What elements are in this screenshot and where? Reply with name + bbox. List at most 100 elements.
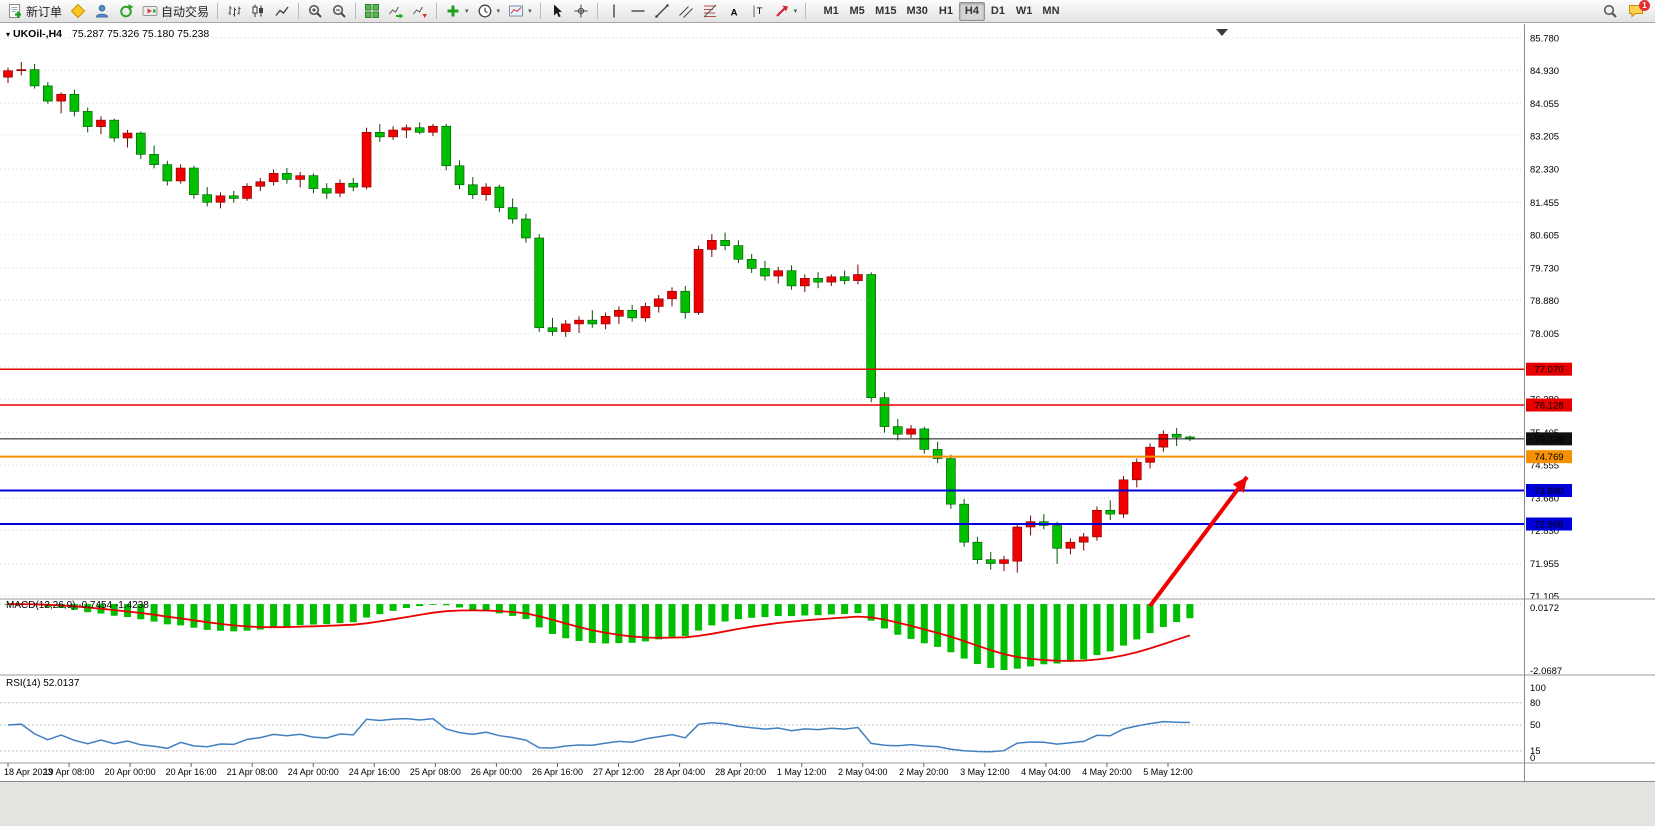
macd-bar [150,604,158,622]
candle [906,428,916,435]
macd-bar [230,604,238,632]
candle [653,298,664,307]
bar-chart-button[interactable] [222,1,246,21]
line-chart-button[interactable] [270,1,294,21]
macd-bar [256,604,264,630]
templates-icon [509,5,524,17]
new-chart-button[interactable] [66,1,90,21]
candle [600,316,611,325]
macd-bar [389,604,397,611]
fibonacci-button[interactable] [698,1,722,21]
candle [879,397,890,427]
macd-bar [602,604,610,644]
candle [1052,525,1062,549]
macd-bar [283,604,291,627]
zoom-in-button[interactable] [303,1,327,21]
trendline-icon [654,4,669,18]
macd-bar [801,604,809,616]
candle [839,276,850,281]
macd-bar [734,604,742,620]
candle [587,319,598,325]
chat-button[interactable]: 1 [1624,0,1650,21]
time-axis-label: 2 May 20:00 [899,767,949,777]
arrows-button[interactable]: ▾ [770,1,802,21]
macd-bar [495,604,503,614]
candle [268,173,279,183]
button-label: 新订单 [26,4,63,19]
toolbar-separator [298,3,300,19]
templates-button[interactable]: ▾ [504,1,536,21]
timeframe-m30[interactable]: M30 [902,2,933,21]
macd-bar [668,604,676,637]
timeframe-mn[interactable]: MN [1037,2,1064,21]
price-tick-label: 72.830 [1530,526,1559,537]
search-button[interactable] [1598,1,1622,21]
profiles-button[interactable] [90,1,114,21]
indicators-button[interactable]: ▾ [441,1,473,21]
search-icon [1603,4,1617,18]
text-label-button[interactable]: T [746,1,770,21]
horizontal-line-button[interactable] [626,1,650,21]
macd-bar [163,604,171,625]
toolbar-right-buttons: 1 [1598,0,1652,21]
candle [348,182,359,188]
tile-windows-icon [365,4,380,18]
macd-bar [655,604,663,640]
time-axis-label: 24 Apr 00:00 [288,767,339,777]
price-tick-label: 84.055 [1530,99,1559,110]
zoom-out-button[interactable] [327,1,351,21]
timeframe-d1[interactable]: D1 [985,2,1011,21]
candle [454,165,465,186]
price-label-text: 77.070 [1534,365,1563,376]
candle [773,270,784,277]
candle [149,154,159,165]
window-bottom-strip [0,782,1655,826]
autotrading-button[interactable]: 自动交易 [138,1,213,21]
price-chart[interactable]: 85.780 84.930 84.055 83.205 82.330 81.455 80.6… [0,24,1655,782]
line-chart-icon [275,6,289,16]
text-button[interactable]: A [722,1,746,21]
candle [799,278,810,287]
trendline-button[interactable] [650,1,674,21]
macd-bar [1066,604,1074,662]
candle [414,127,425,133]
channel-button[interactable] [674,1,698,21]
toolbar-button-groups: 新订单 自动交易 ▾ ▾ ▾ A T ▾ M1 M5 M15 M30 H1 H4 D1 W1 MN [3,1,1065,21]
chart-shift-button[interactable] [408,1,432,21]
candlestick-chart-button[interactable] [246,1,270,21]
time-axis-label: 2 May 04:00 [838,767,888,777]
candle [693,249,704,313]
price-tick-label: 71.105 [1530,592,1559,603]
candle [16,69,27,72]
timeframe-w1[interactable]: W1 [1011,2,1038,21]
time-axis-label: 26 Apr 00:00 [471,767,522,777]
timeframe-m5[interactable]: M5 [844,2,870,21]
new-order-button[interactable]: 新订单 [3,1,66,21]
macd-bar [615,604,623,644]
crosshair-button[interactable] [569,1,593,21]
candle [1065,541,1076,549]
timeframe-m15[interactable]: M15 [870,2,901,21]
cursor-button[interactable] [545,1,569,21]
auto-scroll-button[interactable] [384,1,408,21]
vertical-line-button[interactable] [602,1,626,21]
candle [202,194,212,203]
timeframe-m1[interactable]: M1 [818,2,844,21]
timeframe-h1[interactable]: H1 [933,2,959,21]
price-label-box [1526,432,1572,446]
time-axis-label: 25 Apr 08:00 [410,767,461,777]
chart-shift-marker [1216,29,1228,36]
periods-button[interactable]: ▾ [473,1,505,21]
hline-icon [631,10,645,12]
macd-bar [814,604,822,616]
macd-bar [827,604,835,615]
macd-bar [376,604,384,615]
macd-bar [1000,604,1008,670]
macd-scale-bottom: -2.0687 [1530,666,1562,677]
refresh-button[interactable] [114,1,138,21]
timeframe-h4[interactable]: H4 [958,1,985,21]
candle [972,541,983,560]
tile-windows-button[interactable] [360,1,384,21]
crosshair-icon [574,4,588,18]
macd-bar [960,604,968,659]
